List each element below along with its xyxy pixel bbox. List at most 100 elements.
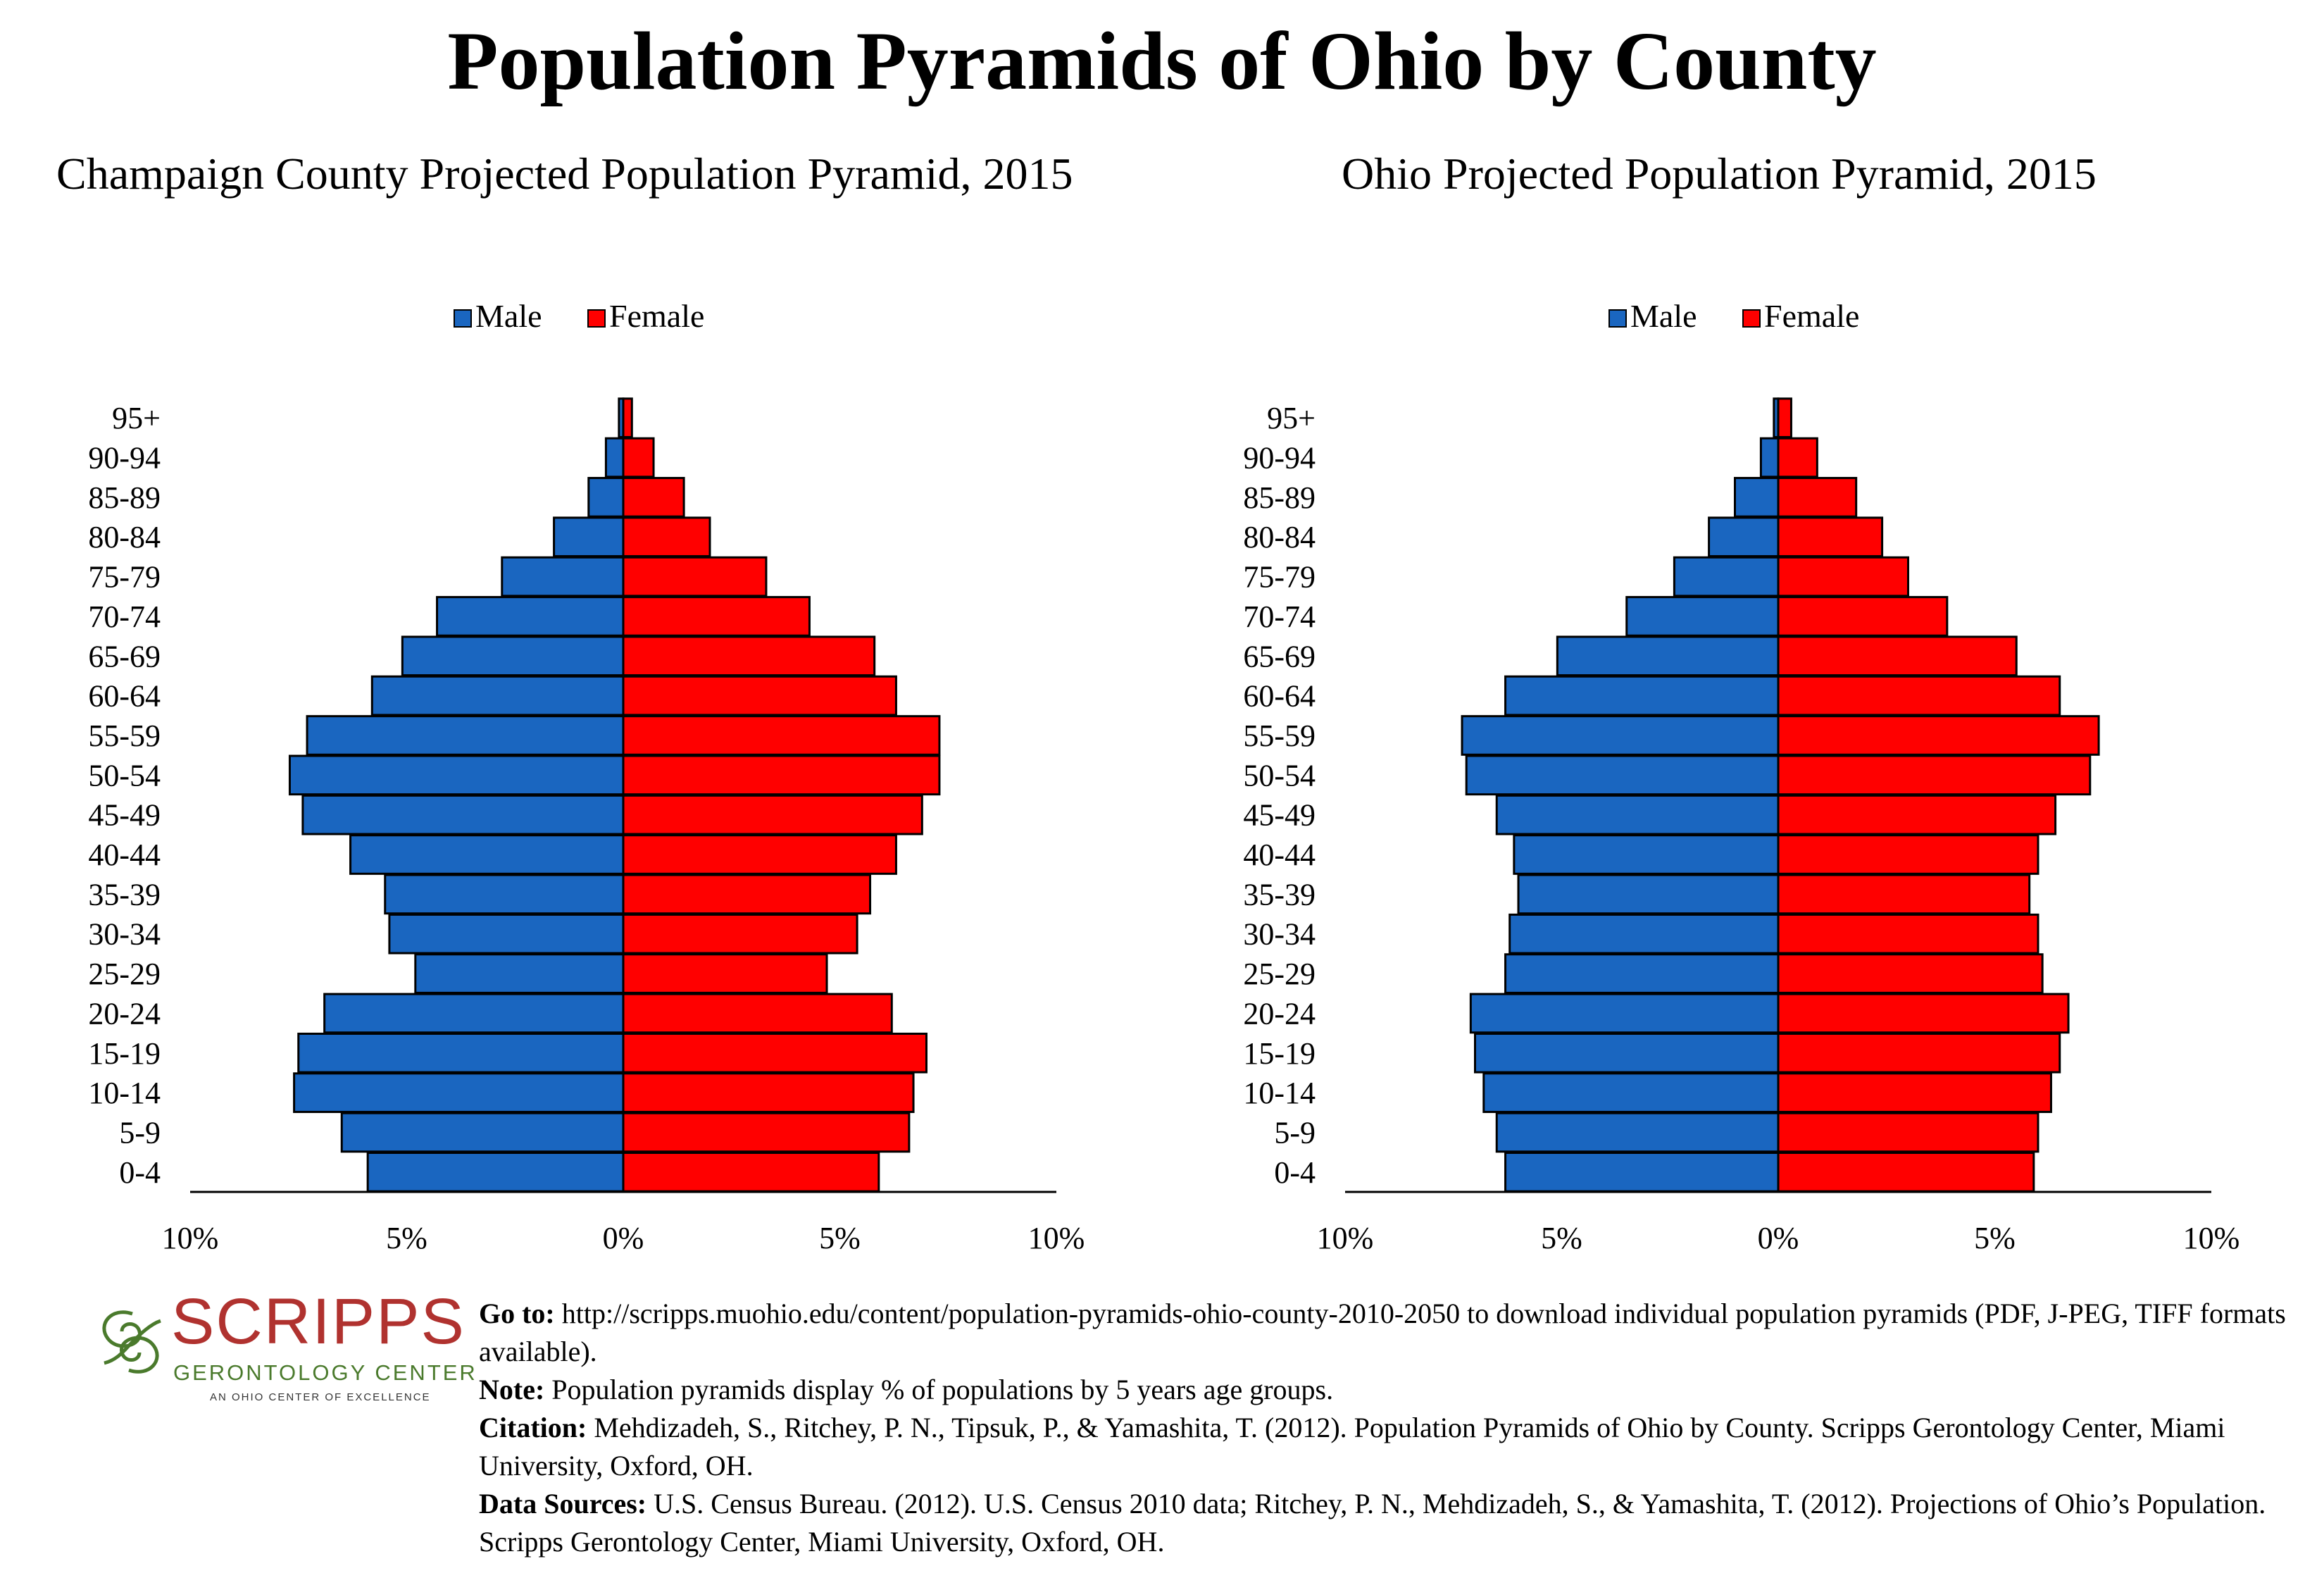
logo-tagline: AN OHIO CENTER OF EXCELLENCE — [210, 1391, 431, 1403]
bar-male-55-59 — [1461, 715, 1780, 756]
legend-label-female: Female — [1764, 298, 1859, 334]
bar-female-65-69 — [1777, 635, 2018, 677]
category-label-50-54: 50-54 — [88, 758, 161, 792]
bar-female-0-4 — [1777, 1151, 2035, 1193]
x-tick-label: 5% — [386, 1221, 427, 1255]
legend-label-male: Male — [475, 298, 542, 334]
bar-male-5-9 — [340, 1112, 625, 1153]
bar-female-10-14 — [1777, 1072, 2052, 1113]
bar-male-65-69 — [401, 635, 625, 677]
bar-female-40-44 — [1777, 834, 2039, 875]
category-label-10-14: 10-14 — [1243, 1076, 1316, 1110]
chart-title-champaign: Champaign County Projected Population Py… — [56, 149, 1073, 199]
bar-female-40-44 — [622, 834, 897, 875]
category-label-85-89: 85-89 — [88, 480, 161, 515]
legend-swatch-male — [1608, 309, 1627, 328]
bar-male-30-34 — [388, 913, 625, 955]
category-label-70-74: 70-74 — [88, 599, 161, 634]
category-label-30-34: 30-34 — [1243, 917, 1316, 952]
pyramid-chart-ohio: Male Female 0-4 5-9 10-14 15-19 20-24 25-29 30-3… — [1243, 298, 2239, 1255]
x-tick-label: 10% — [1317, 1221, 1374, 1255]
bar-male-70-74 — [1625, 596, 1780, 637]
bar-male-75-79 — [501, 556, 625, 597]
bar-female-25-29 — [1777, 953, 2044, 994]
bar-male-50-54 — [1465, 754, 1780, 796]
sources-label: Data Sources: — [479, 1488, 647, 1519]
bar-female-20-24 — [1777, 993, 2070, 1034]
spiral-logo-icon — [102, 1310, 161, 1374]
category-label-20-24: 20-24 — [88, 996, 161, 1031]
citation-note: Citation: Mehdizadeh, S., Ritchey, P. N.… — [479, 1409, 2310, 1485]
goto-label: Go to: — [479, 1298, 555, 1329]
goto-note: Go to: http://scripps.muohio.edu/content… — [479, 1295, 2310, 1371]
bar-male-40-44 — [349, 834, 625, 875]
category-label-95+: 95+ — [112, 401, 161, 435]
bar-female-15-19 — [622, 1032, 927, 1074]
x-tick-label: 10% — [1028, 1221, 1085, 1255]
bar-male-65-69 — [1556, 635, 1780, 677]
category-label-35-39: 35-39 — [88, 877, 161, 912]
bar-female-30-34 — [1777, 913, 2039, 955]
bar-female-15-19 — [1777, 1032, 2061, 1074]
citation-label: Citation: — [479, 1412, 587, 1443]
bar-female-60-64 — [1777, 675, 2061, 716]
category-label-15-19: 15-19 — [1243, 1036, 1316, 1071]
bar-female-0-4 — [622, 1151, 880, 1193]
sources-note: Data Sources: U.S. Census Bureau. (2012)… — [479, 1485, 2310, 1561]
category-label-25-29: 25-29 — [88, 957, 161, 991]
category-label-95+: 95+ — [1267, 401, 1316, 435]
bar-male-80-84 — [553, 516, 625, 558]
bar-female-50-54 — [1777, 754, 2092, 796]
category-label-30-34: 30-34 — [88, 917, 161, 952]
logo-title: SCRIPPS — [171, 1286, 466, 1357]
legend-label-female: Female — [609, 298, 704, 334]
bar-male-60-64 — [1504, 675, 1780, 716]
bar-male-85-89 — [587, 477, 625, 518]
chart-title-ohio: Ohio Projected Population Pyramid, 2015 — [1342, 149, 2097, 199]
category-label-15-19: 15-19 — [88, 1036, 161, 1071]
category-label-0-4: 0-4 — [119, 1155, 161, 1190]
bar-male-90-94 — [1759, 437, 1780, 478]
bar-male-10-14 — [1482, 1072, 1780, 1113]
bar-male-40-44 — [1513, 834, 1780, 875]
pyramid-chart-champaign: Male Female 0-4 5-9 10-14 15-19 20-24 25-29 30-3… — [88, 298, 1085, 1255]
bar-male-35-39 — [1517, 874, 1780, 915]
category-label-75-79: 75-79 — [1243, 560, 1316, 595]
page-title: Population Pyramids of Ohio by County — [447, 15, 1877, 107]
bar-male-10-14 — [293, 1072, 625, 1113]
bar-female-95+ — [1777, 397, 1792, 439]
bar-female-95+ — [622, 397, 633, 439]
sources-text: U.S. Census Bureau. (2012). U.S. Census … — [479, 1488, 2266, 1558]
bar-female-75-79 — [1777, 556, 1909, 597]
category-label-5-9: 5-9 — [1274, 1115, 1316, 1150]
bar-male-15-19 — [1474, 1032, 1780, 1074]
bar-male-45-49 — [301, 794, 625, 835]
bar-male-0-4 — [366, 1151, 625, 1193]
bar-female-55-59 — [1777, 715, 2100, 756]
bar-female-5-9 — [622, 1112, 911, 1153]
category-label-10-14: 10-14 — [88, 1076, 161, 1110]
bar-female-75-79 — [622, 556, 768, 597]
category-label-80-84: 80-84 — [1243, 520, 1316, 554]
x-tick-label: 5% — [819, 1221, 861, 1255]
bar-female-80-84 — [1777, 516, 1884, 558]
legend-swatch-female — [1742, 309, 1761, 328]
category-label-40-44: 40-44 — [88, 838, 161, 872]
bar-female-20-24 — [622, 993, 893, 1034]
bar-female-55-59 — [622, 715, 941, 756]
bar-female-35-39 — [1777, 874, 2031, 915]
legend-label-male: Male — [1630, 298, 1697, 334]
bar-female-70-74 — [1777, 596, 1949, 637]
bar-female-45-49 — [622, 794, 923, 835]
bar-female-70-74 — [622, 596, 811, 637]
bar-female-5-9 — [1777, 1112, 2039, 1153]
category-label-20-24: 20-24 — [1243, 996, 1316, 1031]
category-label-5-9: 5-9 — [119, 1115, 161, 1150]
category-label-65-69: 65-69 — [1243, 639, 1316, 673]
bar-male-75-79 — [1673, 556, 1780, 597]
bar-male-45-49 — [1495, 794, 1780, 835]
bar-male-50-54 — [288, 754, 625, 796]
logo-subtitle: GERONTOLOGY CENTER — [173, 1360, 477, 1385]
bar-female-25-29 — [622, 953, 828, 994]
bar-male-15-19 — [297, 1032, 625, 1074]
